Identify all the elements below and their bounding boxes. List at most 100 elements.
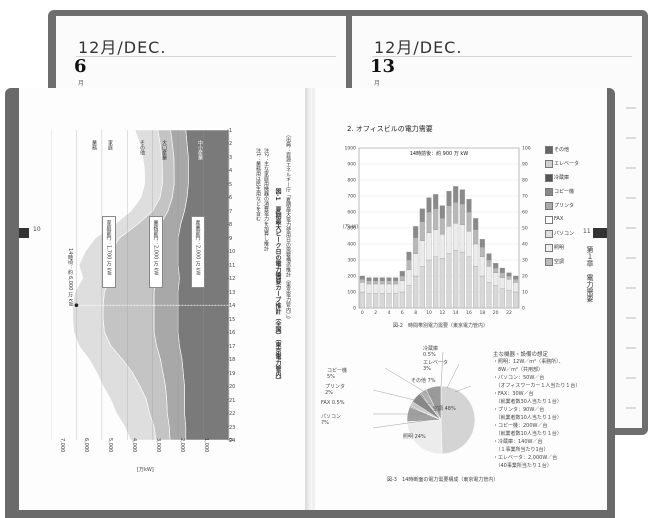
bar-segment — [386, 293, 392, 309]
assumption-line: ・エレベータ：2,000W／台 — [493, 455, 558, 461]
thumb-index-tab — [19, 228, 29, 238]
value-axis: 7,000 6,000 5,000 4,000 3,000 2,000 1,000 0 — [59, 438, 259, 462]
bar-segment — [499, 288, 505, 309]
y-tick-label: 900 — [347, 162, 356, 168]
hour-label: 10 — [229, 249, 236, 256]
legend-label: コピー機 — [554, 189, 575, 195]
legend-label: その他 — [554, 147, 570, 153]
bar-segment — [499, 277, 505, 289]
bar-segment — [393, 293, 399, 309]
bar-segment — [406, 285, 412, 309]
bar-segment — [446, 205, 452, 227]
bar-segment — [399, 271, 405, 277]
hour-label: 22 — [229, 411, 236, 418]
legend-swatch — [545, 146, 553, 154]
legend-label: 照明 — [554, 245, 565, 251]
bar-segment — [419, 221, 425, 241]
bar-segment — [379, 280, 385, 285]
value-tick-label: 1,000 — [203, 438, 209, 453]
x-tick-label: 20 — [493, 310, 499, 316]
bar-segment — [399, 275, 405, 281]
legend-swatch — [545, 244, 553, 252]
bar-segment — [453, 250, 459, 309]
bar-segment — [506, 279, 512, 291]
y-tick-label: 100 — [347, 290, 356, 296]
band-label: 大口産業 — [161, 140, 167, 160]
bar-segment — [473, 218, 479, 230]
x-tick-label: 10 — [426, 310, 432, 316]
bar-segment — [513, 279, 519, 283]
y-tick-label: 800 — [347, 178, 356, 184]
bar-segment — [446, 226, 452, 254]
chart-caption: 図-2 時間帯別電力需要（東京電力管内） — [393, 323, 488, 329]
bar-segment — [406, 259, 412, 270]
bar-segment — [373, 277, 379, 281]
legend-label: エレベータ — [554, 161, 580, 167]
planner-day: 13 — [370, 56, 396, 77]
bar-segment — [466, 199, 472, 213]
assumption-line: ・プリンタ：90W／台 — [493, 407, 545, 413]
bar-segment — [359, 279, 365, 283]
bar-segment — [433, 229, 439, 257]
bar-segment — [426, 197, 432, 213]
legend-swatch — [545, 188, 553, 196]
bar-segment — [506, 272, 512, 277]
bar-segment — [359, 275, 365, 280]
bar-segment — [393, 283, 399, 294]
x-tick-label: 12 — [439, 310, 445, 316]
bar-segment — [473, 243, 479, 267]
bar-segment — [479, 239, 485, 248]
y2-tick-label: 80 — [522, 178, 528, 184]
bar-segment — [513, 282, 519, 293]
bar-segment — [386, 277, 392, 281]
x-tick-label: 22 — [506, 310, 512, 316]
page-number: 11 — [583, 228, 591, 235]
bar-segment — [493, 272, 499, 286]
value-tick-label: 5,000 — [107, 438, 113, 453]
open-book: 10 家庭部門：1,700 万 kW 業務部門：2,000 万 kW 産業部門：… — [5, 88, 615, 518]
source-note: （出典：資源エネルギー庁「夏期最大電力使用日の需要構造推計（東京電力管内）」） — [285, 132, 291, 322]
bar-segment — [373, 280, 379, 285]
bar-segment — [373, 293, 379, 309]
hour-label: 11 — [229, 262, 236, 269]
peak-marker — [74, 303, 79, 308]
y-axis-label: [万kW] — [343, 224, 358, 230]
bar-segment — [393, 280, 399, 285]
chart-legend: その他 エレベータ 冷蔵庫 コピー機 プリンタ FAX パソコン 照明 空調 — [545, 146, 595, 276]
bar-segment — [459, 224, 465, 253]
thumb-index-tab — [593, 228, 607, 238]
bar-segment — [413, 237, 419, 254]
y-tick-label: 1000 — [345, 146, 357, 152]
y-tick-label: 400 — [347, 242, 356, 248]
pie-label: プリンタ 2% — [325, 384, 346, 396]
axis-unit: [万kW] — [137, 467, 154, 473]
planner-month: 12月/DEC. — [374, 38, 463, 57]
bar-segment — [406, 269, 412, 286]
y-tick-label: 500 — [347, 226, 356, 232]
hour-label: 24 — [229, 438, 236, 444]
callout-text: 業務部門：2,000 万 kW — [152, 220, 159, 276]
note-2: 注2：主な家庭用機器の消費電力を加算し推計 — [263, 148, 269, 252]
bar-segment — [439, 258, 445, 309]
assumption-line: （就業者数10人当たり１台） — [493, 415, 562, 421]
assumption-line: （40事業所当たり１台） — [493, 463, 552, 469]
pie-label: FAX 0.5% — [321, 400, 345, 406]
planner-weekday: 月 — [78, 80, 85, 87]
legend-label: プリンタ — [554, 203, 575, 209]
bar-segment — [453, 223, 459, 251]
section-title: 2. オフィスビルの電力需要 — [347, 125, 433, 133]
chart-annotation: 14時前後：約 900 万 kW — [410, 150, 469, 157]
bar-segment — [419, 240, 425, 267]
band-label: 家庭 — [107, 140, 113, 150]
value-tick-label: 0 — [227, 438, 233, 442]
assumption-line: （就業者数10人当たり１台） — [493, 431, 562, 437]
bar-segment — [359, 291, 365, 309]
bar-segment — [473, 229, 479, 245]
y-tick-label: 0 — [353, 306, 356, 312]
hour-label: 23 — [229, 424, 236, 431]
area-chart — [51, 129, 230, 441]
bar-segment — [419, 266, 425, 309]
hour-label: 6 — [229, 195, 233, 202]
bar-segment — [493, 285, 499, 309]
